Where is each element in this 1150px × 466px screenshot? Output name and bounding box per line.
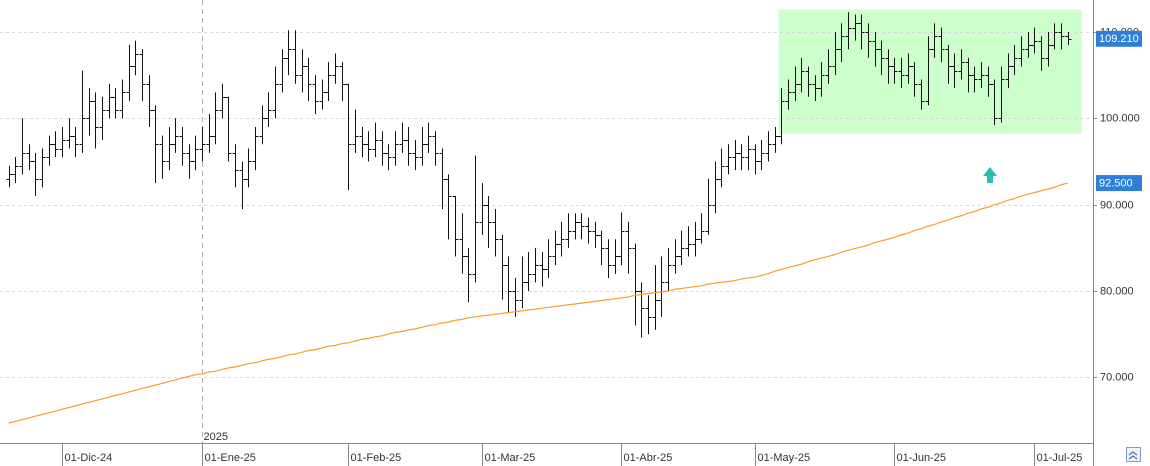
price-label: 92.500 [1099, 177, 1133, 189]
y-tick-label: 90.000 [1100, 199, 1134, 211]
x-tick-label: 01-Mar-25 [485, 452, 536, 464]
scroll-button-icon [1128, 451, 1138, 460]
axes: 70.00080.00090.000100.000110.00001-Dic-2… [62, 26, 1142, 466]
year-label: 2025 [204, 431, 228, 443]
plot-background [778, 9, 1082, 134]
x-tick-label: 01-Abr-25 [624, 452, 673, 464]
grid [0, 0, 1093, 443]
price-label: 109.210 [1099, 33, 1139, 45]
x-tick-label: 01-Jun-25 [897, 452, 947, 464]
overlays [8, 182, 1068, 424]
x-tick-label: 01-May-25 [758, 452, 811, 464]
price-label-box [1096, 175, 1142, 192]
up-arrow [983, 167, 997, 183]
y-tick-label: 100.000 [1100, 112, 1140, 124]
x-tick-label: 01-Ene-25 [205, 452, 256, 464]
scroll-button[interactable] [1126, 447, 1141, 462]
scroll-button-box[interactable] [1126, 447, 1141, 462]
y-tick-label: 70.000 [1100, 371, 1134, 383]
bars [6, 12, 1072, 338]
x-tick-label: 01-Feb-25 [351, 452, 402, 464]
moving-average [8, 182, 1068, 424]
highlight-zone [778, 9, 1082, 134]
x-tick-label: 01-Jul-25 [1037, 452, 1083, 464]
price-label-box [1096, 30, 1142, 47]
y-tick-label: 80.000 [1100, 285, 1134, 297]
x-tick-label: 01-Dic-24 [65, 452, 113, 464]
